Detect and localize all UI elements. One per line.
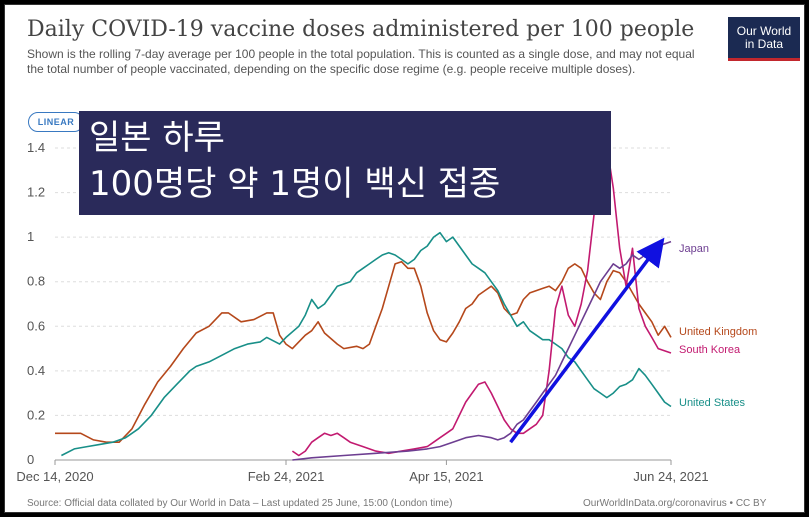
x-tick-label: Apr 15, 2021 — [409, 469, 483, 484]
owid-logo[interactable]: Our World in Data — [728, 17, 800, 61]
chart-title: Daily COVID-19 vaccine doses administere… — [27, 17, 695, 42]
series-label-japan: Japan — [679, 243, 709, 255]
chart-subtitle: Shown is the rolling 7-day average per 1… — [27, 47, 695, 76]
korean-caption-overlay: 일본 하루 100명당 약 1명이 백신 접종 — [79, 111, 611, 215]
x-tick-label: Feb 24, 2021 — [248, 469, 325, 484]
caption-line-1: 일본 하루 — [89, 118, 225, 158]
series-label-south-korea: South Korea — [679, 344, 741, 356]
series-line-united-kingdom — [55, 260, 672, 444]
scale-toggle-button[interactable]: LINEAR — [28, 112, 84, 132]
source-note: Source: Official data collated by Our Wo… — [27, 498, 453, 509]
x-tick-label: Jun 24, 2021 — [633, 469, 708, 484]
y-tick-label: 1.2 — [27, 185, 45, 200]
y-tick-label: 0.2 — [27, 407, 45, 422]
y-tick-label: 0.6 — [27, 318, 45, 333]
y-tick-label: 0.8 — [27, 274, 45, 289]
series-label-united-kingdom: United Kingdom — [679, 326, 757, 338]
y-tick-label: 0 — [27, 452, 34, 467]
caption-line-2: 100명당 약 1명이 백신 접종 — [89, 164, 501, 204]
annotation-arrow — [509, 237, 665, 444]
y-tick-label: 0.4 — [27, 363, 45, 378]
line-chart: 0 0.2 0.4 0.6 0.8 1 1.2 1.4 Dec 14, 2020 Feb 24, … — [16, 140, 757, 484]
y-tick-label: 1 — [27, 229, 34, 244]
credit-link[interactable]: OurWorldInData.org/coronavirus • CC BY — [583, 498, 767, 509]
logo-line-1: Our World — [736, 24, 792, 38]
series-line-united-states — [61, 231, 672, 457]
y-tick-label: 1.4 — [27, 140, 45, 155]
series-label-united-states: United States — [679, 397, 746, 409]
series-line-japan — [292, 240, 672, 461]
chart-frame: Daily COVID-19 vaccine doses administere… — [4, 4, 805, 513]
x-tick-label: Dec 14, 2020 — [16, 469, 93, 484]
logo-line-2: in Data — [744, 37, 784, 51]
